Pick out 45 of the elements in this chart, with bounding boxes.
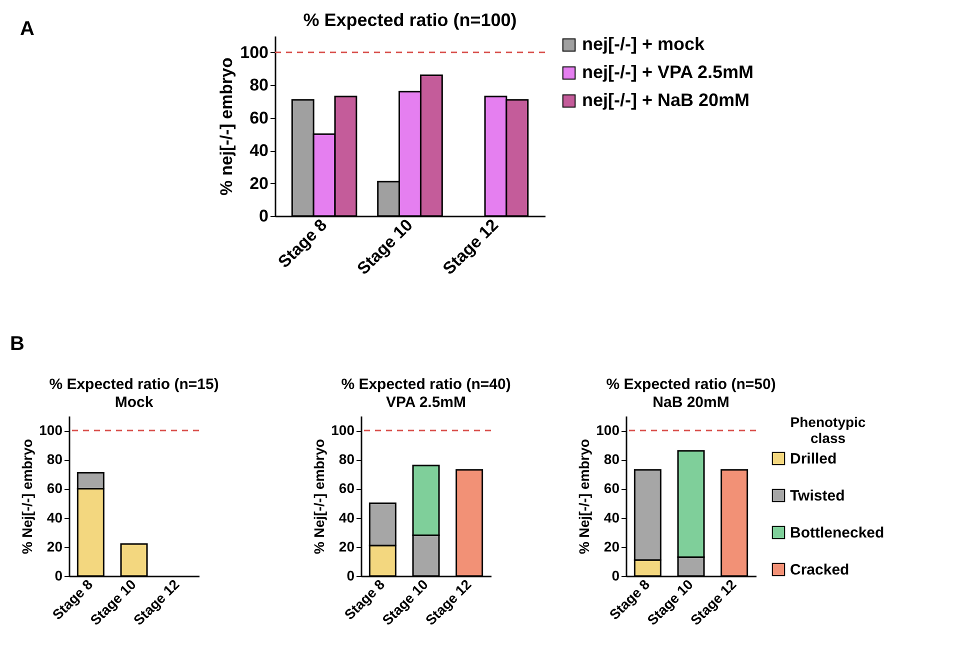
- y-axis-title: % Nej[-/-] embryo: [311, 438, 328, 554]
- y-tick-label: 40: [604, 509, 620, 526]
- text: B: [10, 333, 24, 356]
- chart-subtitle: NaB 20mM: [652, 394, 730, 411]
- y-tick-label: 60: [338, 480, 355, 496]
- y-tick-label: 80: [604, 451, 620, 468]
- chart-title: % Expected ratio (n=40): [341, 376, 511, 393]
- chart-subtitle: VPA 2.5mM: [386, 394, 466, 411]
- y-axis-title: % Nej[-/-] embryo: [19, 438, 36, 554]
- y-tick-label: 40: [46, 509, 63, 526]
- y-tick-label: 80: [46, 451, 63, 468]
- y-tick-label: 60: [604, 480, 620, 496]
- y-tick-label: 100: [240, 42, 268, 62]
- y-tick-label: 20: [250, 174, 268, 193]
- y-tick-label: 100: [596, 422, 620, 438]
- y-tick-label: 100: [331, 422, 355, 438]
- y-axis-title: % Nej[-/-] embryo: [576, 438, 592, 554]
- y-tick-label: 0: [346, 568, 355, 584]
- y-tick-label: 0: [612, 568, 620, 584]
- legend-label: Drilled: [790, 450, 837, 468]
- y-tick-label: 20: [46, 538, 63, 554]
- chart-subtitle: Mock: [114, 394, 154, 411]
- y-tick-label: 60: [250, 108, 268, 128]
- y-tick-label: 60: [46, 480, 63, 496]
- y-tick-label: 80: [338, 451, 355, 468]
- legend-label: nej[-/-] + NaB 20mM: [582, 90, 750, 110]
- legend-label: Bottlenecked: [790, 524, 884, 542]
- text: A: [20, 18, 34, 41]
- legend-label: nej[-/-] + VPA 2.5mM: [582, 62, 754, 82]
- y-tick-label: 40: [338, 509, 355, 526]
- legend-label: Cracked: [790, 562, 850, 578]
- chart-title: % Expected ratio (n=100): [303, 10, 517, 30]
- legend-label: nej[-/-] + mock: [582, 34, 706, 54]
- y-tick-label: 20: [604, 538, 620, 554]
- legend-label: Twisted: [790, 488, 845, 504]
- chart-title: % Expected ratio (n=15): [49, 376, 219, 393]
- y-tick-label: 40: [250, 141, 268, 160]
- y-tick-label: 20: [338, 538, 355, 554]
- y-tick-label: 0: [54, 568, 63, 584]
- y-axis-title: % nej[-/-] embryo: [217, 58, 236, 196]
- y-tick-label: 100: [39, 422, 63, 438]
- legend-title: Phenotypic class: [790, 414, 866, 446]
- y-tick-label: 0: [259, 206, 268, 226]
- y-tick-label: 80: [250, 76, 268, 95]
- chart-title: % Expected ratio (n=50): [606, 376, 776, 393]
